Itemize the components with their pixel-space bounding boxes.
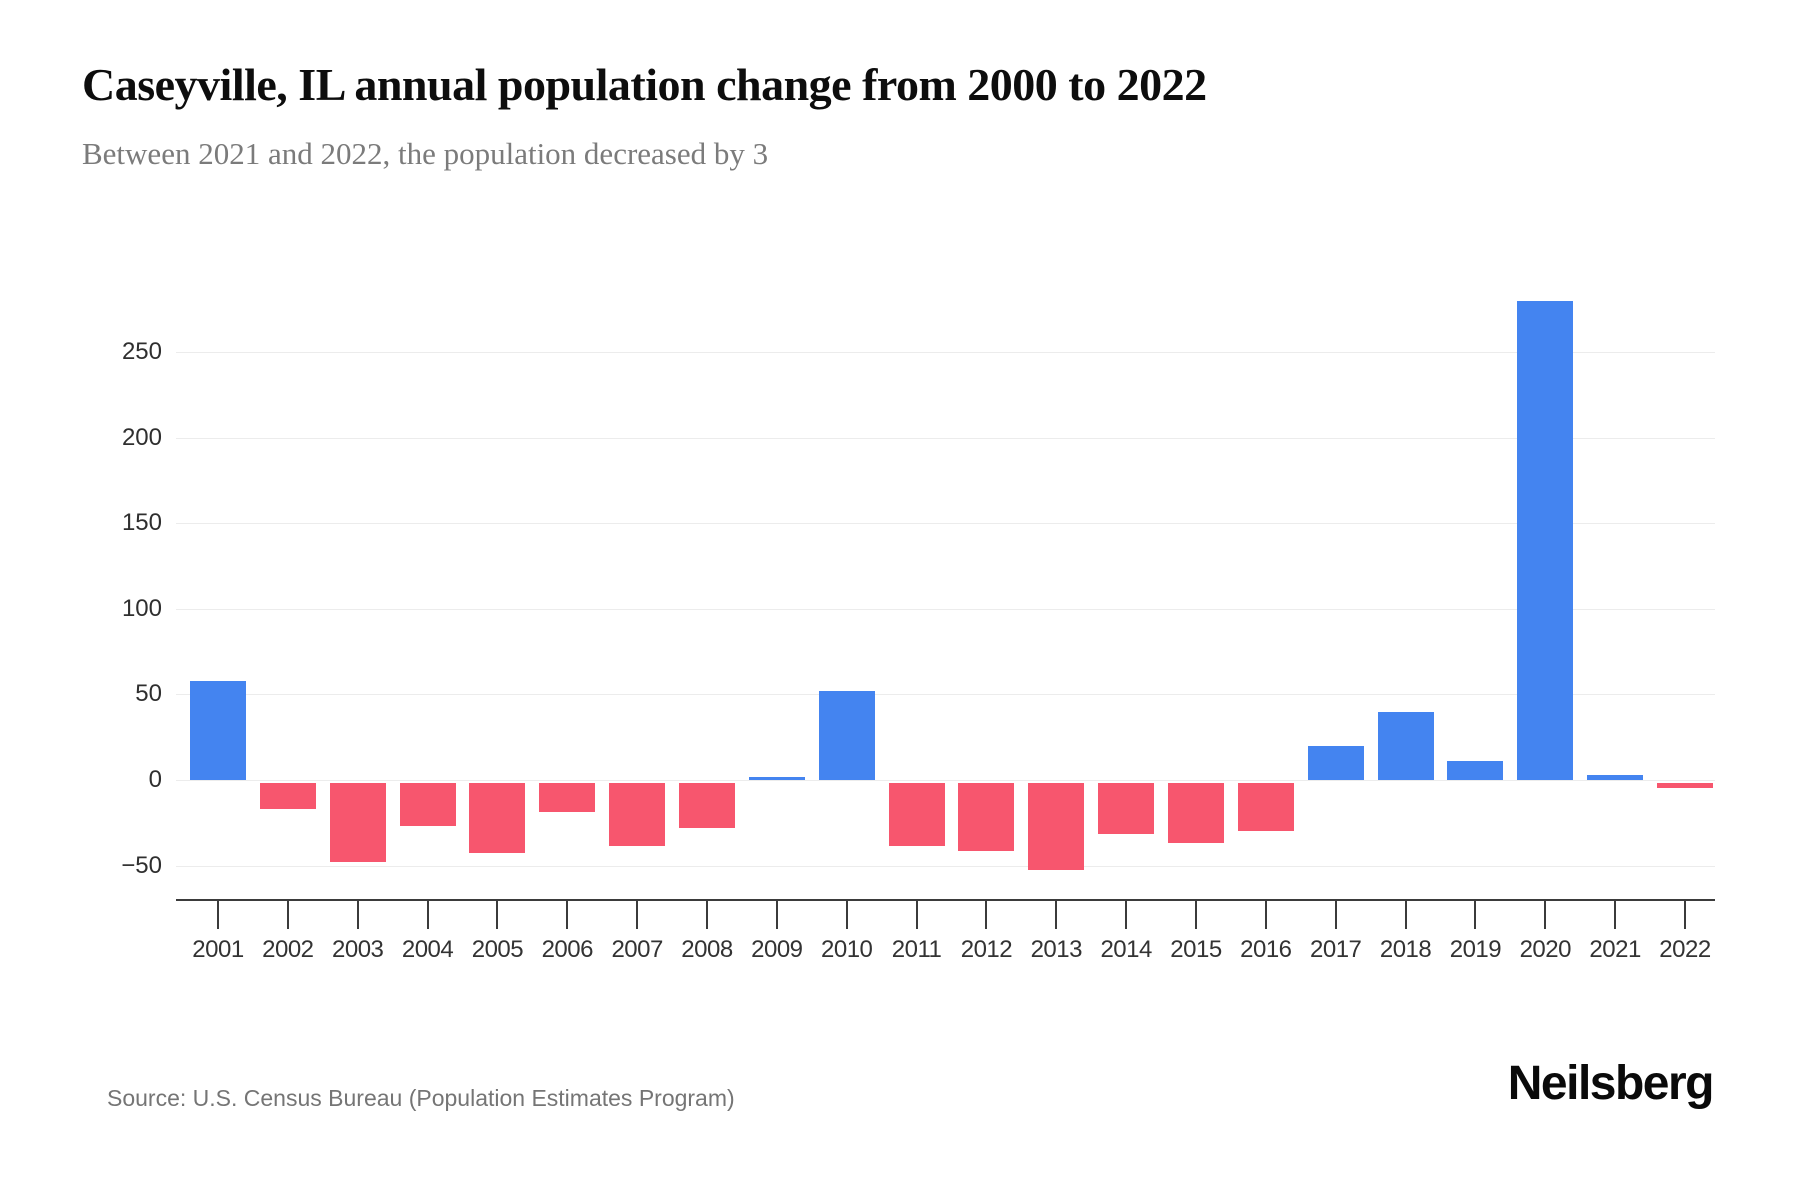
bar-2014 <box>1098 783 1155 835</box>
x-tick-2019 <box>1474 901 1477 929</box>
bar-2003 <box>329 783 386 862</box>
x-tick-2016 <box>1264 901 1267 929</box>
bar-2010 <box>818 690 875 780</box>
x-tick-label-2014: 2014 <box>1100 936 1152 963</box>
x-tick-2009 <box>775 901 778 929</box>
x-tick-label-2006: 2006 <box>541 936 594 963</box>
bar-2009 <box>748 776 805 780</box>
x-tick-label-2018: 2018 <box>1379 936 1432 963</box>
y-tick-label-150: 150 <box>121 509 162 537</box>
chart-subtitle: Between 2021 and 2022, the population de… <box>82 136 769 171</box>
x-tick-2018 <box>1404 901 1407 929</box>
y-tick-label-50: 50 <box>135 680 162 708</box>
bar-2011 <box>888 783 945 847</box>
x-tick-label-2021: 2021 <box>1589 936 1641 963</box>
x-tick-label-2008: 2008 <box>681 936 733 963</box>
x-tick-2015 <box>1194 901 1197 929</box>
x-tick-2012 <box>985 901 988 929</box>
x-tick-label-2009: 2009 <box>751 936 803 963</box>
x-tick-2010 <box>845 901 848 929</box>
bar-2008 <box>678 783 735 828</box>
x-axis-line <box>176 899 1715 901</box>
x-tick-2008 <box>705 901 708 929</box>
chart-title: Caseyville, IL annual population change … <box>82 59 1207 110</box>
y-tick-label-200: 200 <box>121 423 162 451</box>
x-tick-2011 <box>915 901 918 929</box>
bar-2021 <box>1587 774 1644 780</box>
x-tick-label-2017: 2017 <box>1310 936 1362 963</box>
bar-2013 <box>1028 783 1085 871</box>
x-tick-2014 <box>1125 901 1128 929</box>
bar-2012 <box>958 783 1015 852</box>
bar-2002 <box>259 783 316 809</box>
bar-2006 <box>539 783 596 813</box>
x-tick-2020 <box>1544 901 1547 929</box>
x-tick-2003 <box>356 901 359 929</box>
y-tick-label-100: 100 <box>121 594 162 622</box>
x-tick-label-2002: 2002 <box>262 936 314 963</box>
x-tick-label-2004: 2004 <box>401 936 454 963</box>
gridline-150 <box>176 523 1715 525</box>
x-tick-label-2015: 2015 <box>1170 936 1222 963</box>
x-tick-label-2003: 2003 <box>332 936 384 963</box>
bar-2016 <box>1237 783 1294 831</box>
gridline--50 <box>176 865 1715 867</box>
gridline-250 <box>176 352 1715 353</box>
x-tick-2002 <box>286 901 289 929</box>
x-tick-label-2016: 2016 <box>1240 936 1292 963</box>
x-tick-label-2011: 2011 <box>891 936 942 963</box>
brand-logo: Neilsberg <box>1507 1057 1715 1110</box>
bar-2019 <box>1447 761 1504 780</box>
x-tick-2021 <box>1614 901 1617 929</box>
bar-2018 <box>1377 711 1434 780</box>
bar-chart: −50 0 50 100 150 200 250 2001 2002 2003 2004 2005 2… <box>121 300 1715 963</box>
x-tick-2007 <box>636 901 639 929</box>
x-tick-label-2012: 2012 <box>960 936 1013 963</box>
x-tick-label-2005: 2005 <box>471 936 524 963</box>
x-tick-label-2010: 2010 <box>821 936 873 963</box>
x-tick-label-2022: 2022 <box>1659 936 1711 963</box>
y-tick-label--50: −50 <box>121 851 162 879</box>
bar-2001 <box>190 680 246 780</box>
gridline-200 <box>176 437 1715 439</box>
bar-2020 <box>1517 300 1574 780</box>
y-tick-label-0: 0 <box>148 766 162 793</box>
x-tick-2017 <box>1334 901 1337 929</box>
x-tick-2001 <box>217 901 219 929</box>
x-tick-2005 <box>496 901 499 929</box>
bar-2015 <box>1167 783 1224 843</box>
bar-2022 <box>1656 783 1713 789</box>
x-tick-label-2013: 2013 <box>1030 936 1083 963</box>
x-tick-label-2007: 2007 <box>611 936 663 963</box>
source-text: Source: U.S. Census Bureau (Population E… <box>107 1085 735 1111</box>
gridline-50 <box>176 694 1715 696</box>
x-tick-label-2001: 2001 <box>192 936 244 963</box>
bar-2017 <box>1307 745 1364 780</box>
x-tick-2022 <box>1683 901 1686 929</box>
gridline-100 <box>176 608 1715 610</box>
gridline-0 <box>176 780 1715 781</box>
bar-2004 <box>399 783 456 826</box>
bar-2005 <box>469 783 526 854</box>
x-tick-label-2020: 2020 <box>1519 936 1572 963</box>
x-tick-2006 <box>566 901 569 929</box>
x-tick-label-2019: 2019 <box>1449 936 1502 963</box>
y-tick-label-250: 250 <box>121 338 162 365</box>
x-tick-2004 <box>426 901 429 929</box>
x-tick-2013 <box>1055 901 1058 929</box>
bar-2007 <box>609 783 666 847</box>
